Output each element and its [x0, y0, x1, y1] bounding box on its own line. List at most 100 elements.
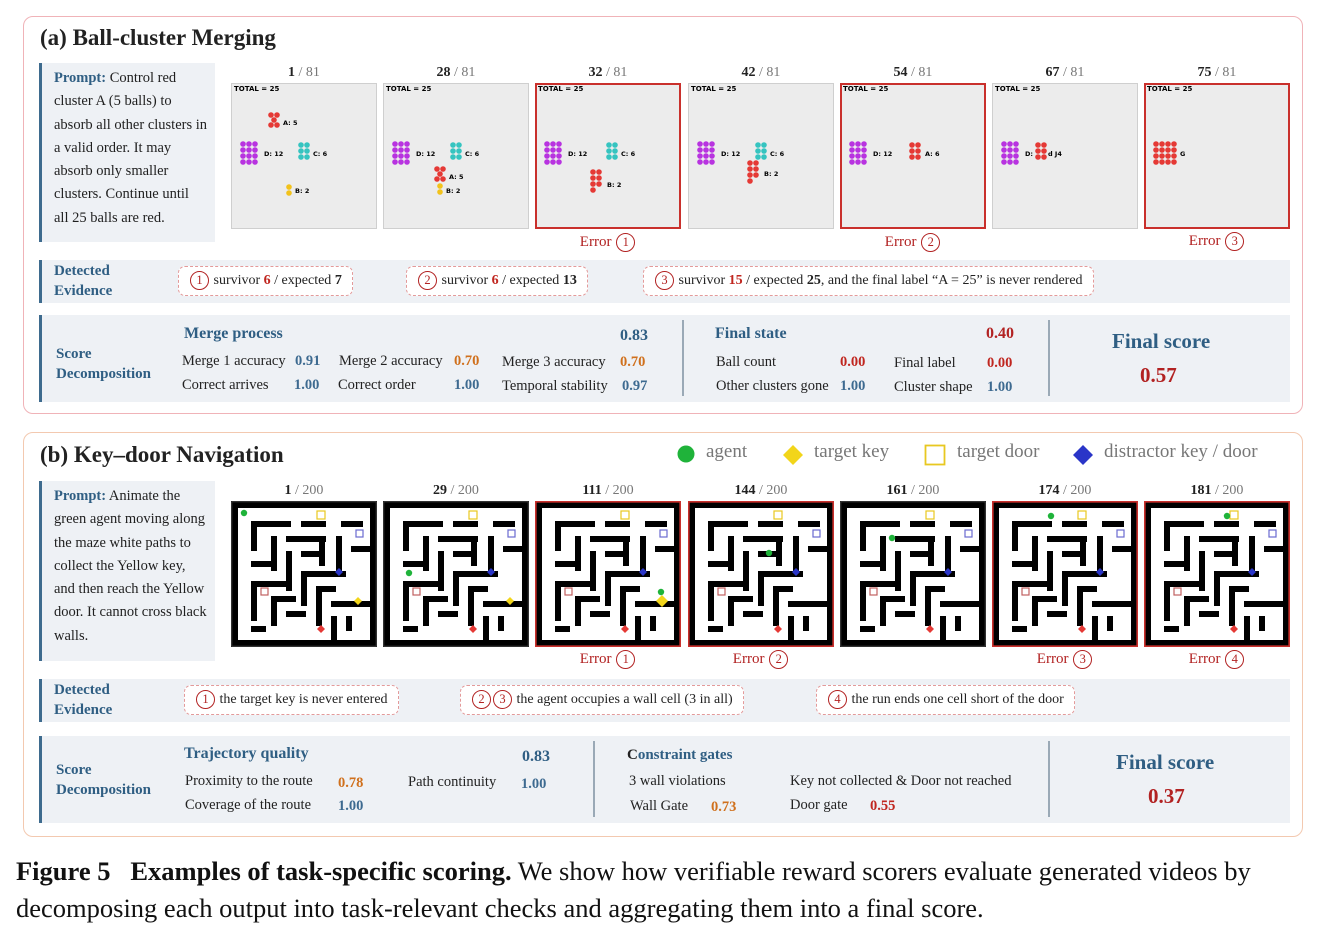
- svg-text:D:: D:: [1025, 150, 1033, 158]
- metric-value: 1.00: [521, 776, 547, 792]
- metric-value: 0.55: [870, 798, 896, 814]
- yellow-square-outline-icon: [924, 444, 946, 466]
- ball-frame-7: TOTAL = 25 G: [1144, 83, 1290, 229]
- final-score-value: 0.57: [1140, 363, 1177, 387]
- metric-value: 1.00: [454, 377, 480, 393]
- metric-label: Wall Gate: [630, 798, 689, 814]
- svg-text:B: 2: B: 2: [446, 187, 460, 195]
- evidence-label: Detected Evidence: [54, 682, 113, 718]
- frame-number: 32 / 81: [588, 65, 628, 80]
- final-score-title: Final score: [1112, 329, 1211, 353]
- svg-text:A: 5: A: 5: [283, 119, 298, 127]
- svg-text:B: 2: B: 2: [764, 170, 778, 178]
- metric-label: Merge 1 accuracy: [182, 353, 286, 369]
- final-score-title: Final score: [1116, 750, 1215, 774]
- green-circle-icon: [677, 445, 695, 463]
- svg-text:C: 6: C: 6: [621, 150, 636, 158]
- svg-text:B: 2: B: 2: [607, 181, 621, 189]
- metric-value: 1.00: [987, 379, 1013, 395]
- panel-b-prompt: Prompt: Animate the green agent moving a…: [39, 481, 215, 661]
- metric-label: Coverage of the route: [185, 797, 312, 813]
- metric-value: 0.73: [711, 799, 737, 815]
- prompt-label: Prompt:: [54, 70, 107, 86]
- frame-number: 75 / 81: [1197, 65, 1237, 80]
- metric-label: Merge 3 accuracy: [502, 354, 606, 370]
- svg-text:D: 12: D: 12: [416, 150, 435, 158]
- svg-text:TOTAL = 25: TOTAL = 25: [538, 85, 583, 93]
- divider: [593, 741, 595, 817]
- yellow-diamond-icon: [783, 445, 803, 465]
- caption-text: We show how verifiable reward scorers ev…: [16, 856, 1251, 923]
- ball-frame-3: TOTAL = 25 D: 12 C: 6 B: 2: [535, 83, 681, 229]
- ball-frame-4: TOTAL = 25 D: 12 C: 6 B: 2: [688, 83, 834, 229]
- svg-text:TOTAL = 25: TOTAL = 25: [843, 85, 888, 93]
- constraint-gates-title: Constraint gates: [627, 747, 733, 763]
- svg-text:C: 6: C: 6: [313, 150, 328, 158]
- panel-a-evidence: Detected Evidence 1 survivor 6 / expected…: [39, 260, 1290, 303]
- prompt-label: Prompt:: [54, 488, 107, 504]
- metric-value: 1.00: [338, 798, 364, 814]
- frame-number: 54 / 81: [893, 65, 933, 80]
- final-state-title: Final state: [715, 325, 787, 342]
- evidence-chip-3: 4 the run ends one cell short of the doo…: [816, 685, 1075, 715]
- metric-label: Merge 2 accuracy: [339, 353, 443, 369]
- maze-frame-7: [1144, 501, 1290, 647]
- maze-frame-6: [992, 501, 1138, 647]
- metric-label: Door gate: [790, 797, 848, 813]
- metric-value: 0.78: [338, 775, 364, 791]
- panel-b-evidence: Detected Evidence 1 the target key is nev…: [39, 679, 1290, 722]
- frame-number: 111 / 200: [582, 483, 634, 498]
- ball-frame-1: TOTAL = 25 A: 5 D: 12 C: 6 B: 2: [231, 83, 377, 229]
- maze-frame-4: [688, 501, 834, 647]
- metric-label: Path continuity: [408, 774, 497, 790]
- evidence-chip-1: 1 the target key is never entered: [184, 685, 399, 715]
- score-label: Score Decomposition: [56, 346, 151, 382]
- metric-label: Other clusters gone: [716, 378, 829, 394]
- svg-text:d J4: d J4: [1048, 150, 1062, 158]
- legend-label: agent: [706, 441, 748, 462]
- frame-number: 144 / 200: [734, 483, 788, 498]
- panel-ball-cluster: (a) Ball-cluster Merging Prompt: Control…: [23, 16, 1303, 414]
- frame-number: 1 / 81: [288, 65, 320, 80]
- metric-value: 0.70: [454, 353, 480, 369]
- error-label-3: Error 3: [1144, 232, 1290, 251]
- svg-text:G: G: [1180, 150, 1185, 158]
- evidence-chip-1: 1 survivor 6 / expected 7: [178, 266, 353, 296]
- error-label-1: Error 1: [535, 233, 681, 252]
- svg-text:C: 6: C: 6: [465, 150, 480, 158]
- metric-label: Cluster shape: [894, 379, 973, 395]
- frame-number: 42 / 81: [741, 65, 781, 80]
- error-label-3: Error 3: [992, 650, 1138, 669]
- svg-text:D: 12: D: 12: [873, 150, 892, 158]
- svg-text:D: 12: D: 12: [568, 150, 587, 158]
- divider: [682, 320, 684, 396]
- frame-number: 67 / 81: [1045, 65, 1085, 80]
- maze-frame-5: [840, 501, 986, 647]
- metric-value: 0.70: [620, 354, 646, 370]
- svg-text:TOTAL = 25: TOTAL = 25: [995, 85, 1040, 93]
- panel-a-score: Score Decomposition Merge process 0.83 Me…: [39, 315, 1290, 402]
- merge-process-value: 0.83: [620, 327, 648, 344]
- frame-number: 181 / 200: [1190, 483, 1244, 498]
- panel-b-score: Score Decomposition Trajectory quality 0.…: [39, 736, 1290, 823]
- missed-goals-text: Key not collected & Door not reached: [790, 773, 1012, 789]
- maze-frame-3: [535, 501, 681, 647]
- ball-frame-6: TOTAL = 25 D: d J4: [992, 83, 1138, 229]
- evidence-chip-3: 3 survivor 15 / expected 25, and the fin…: [643, 266, 1094, 296]
- svg-text:TOTAL = 25: TOTAL = 25: [1147, 85, 1192, 93]
- legend-label: distractor key / door: [1104, 441, 1258, 462]
- panel-key-door: (b) Key–door Navigation agent target key…: [23, 432, 1303, 837]
- divider: [1048, 741, 1050, 817]
- svg-text:A: 6: A: 6: [925, 150, 940, 158]
- svg-text:C: 6: C: 6: [770, 150, 785, 158]
- error-label-2: Error 2: [840, 233, 986, 252]
- svg-text:D: 12: D: 12: [721, 150, 740, 158]
- frame-number: 28 / 81: [436, 65, 476, 80]
- prompt-text: Control red cluster A (5 balls) to absor…: [54, 70, 208, 226]
- final-state-value: 0.40: [986, 325, 1014, 342]
- svg-text:D: 12: D: 12: [264, 150, 283, 158]
- metric-value: 0.91: [295, 353, 321, 369]
- svg-text:TOTAL = 25: TOTAL = 25: [234, 85, 279, 93]
- legend-label: target door: [957, 441, 1040, 462]
- legend-label: target key: [814, 441, 890, 462]
